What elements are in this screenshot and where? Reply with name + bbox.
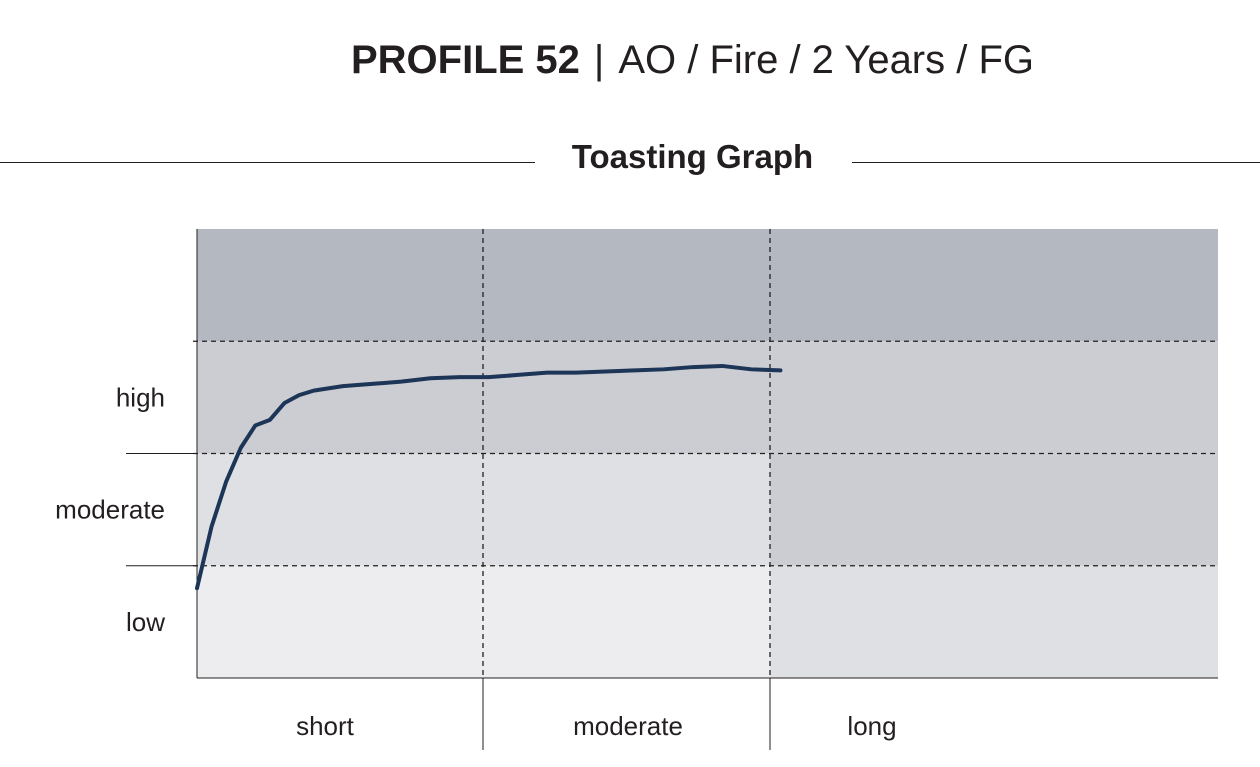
y-tick-label-high: high [116, 382, 165, 412]
plot-band [770, 341, 1218, 454]
plot-band [770, 565, 1218, 678]
chart-title: Toasting Graph [571, 138, 814, 175]
title-rule-left [0, 162, 535, 163]
header-separator: | [593, 38, 605, 82]
x-tick-label-short: short [296, 711, 355, 741]
series-line [195, 363, 783, 591]
x-tick-label-long: long [847, 711, 896, 741]
y-tick-label-low: low [126, 607, 165, 637]
x-tick-label-moderate: moderate [573, 711, 683, 741]
y-tick-label-moderate: moderate [55, 495, 165, 525]
plot-band [770, 453, 1218, 566]
profile-name: PROFILE 52 [350, 38, 580, 82]
title-rule-right [852, 162, 1260, 163]
plot-band [770, 229, 1218, 342]
profile-header: PROFILE 52 | AO / Fire / 2 Years / FG [0, 38, 1260, 83]
profile-details: AO / Fire / 2 Years / FG [618, 38, 1035, 82]
